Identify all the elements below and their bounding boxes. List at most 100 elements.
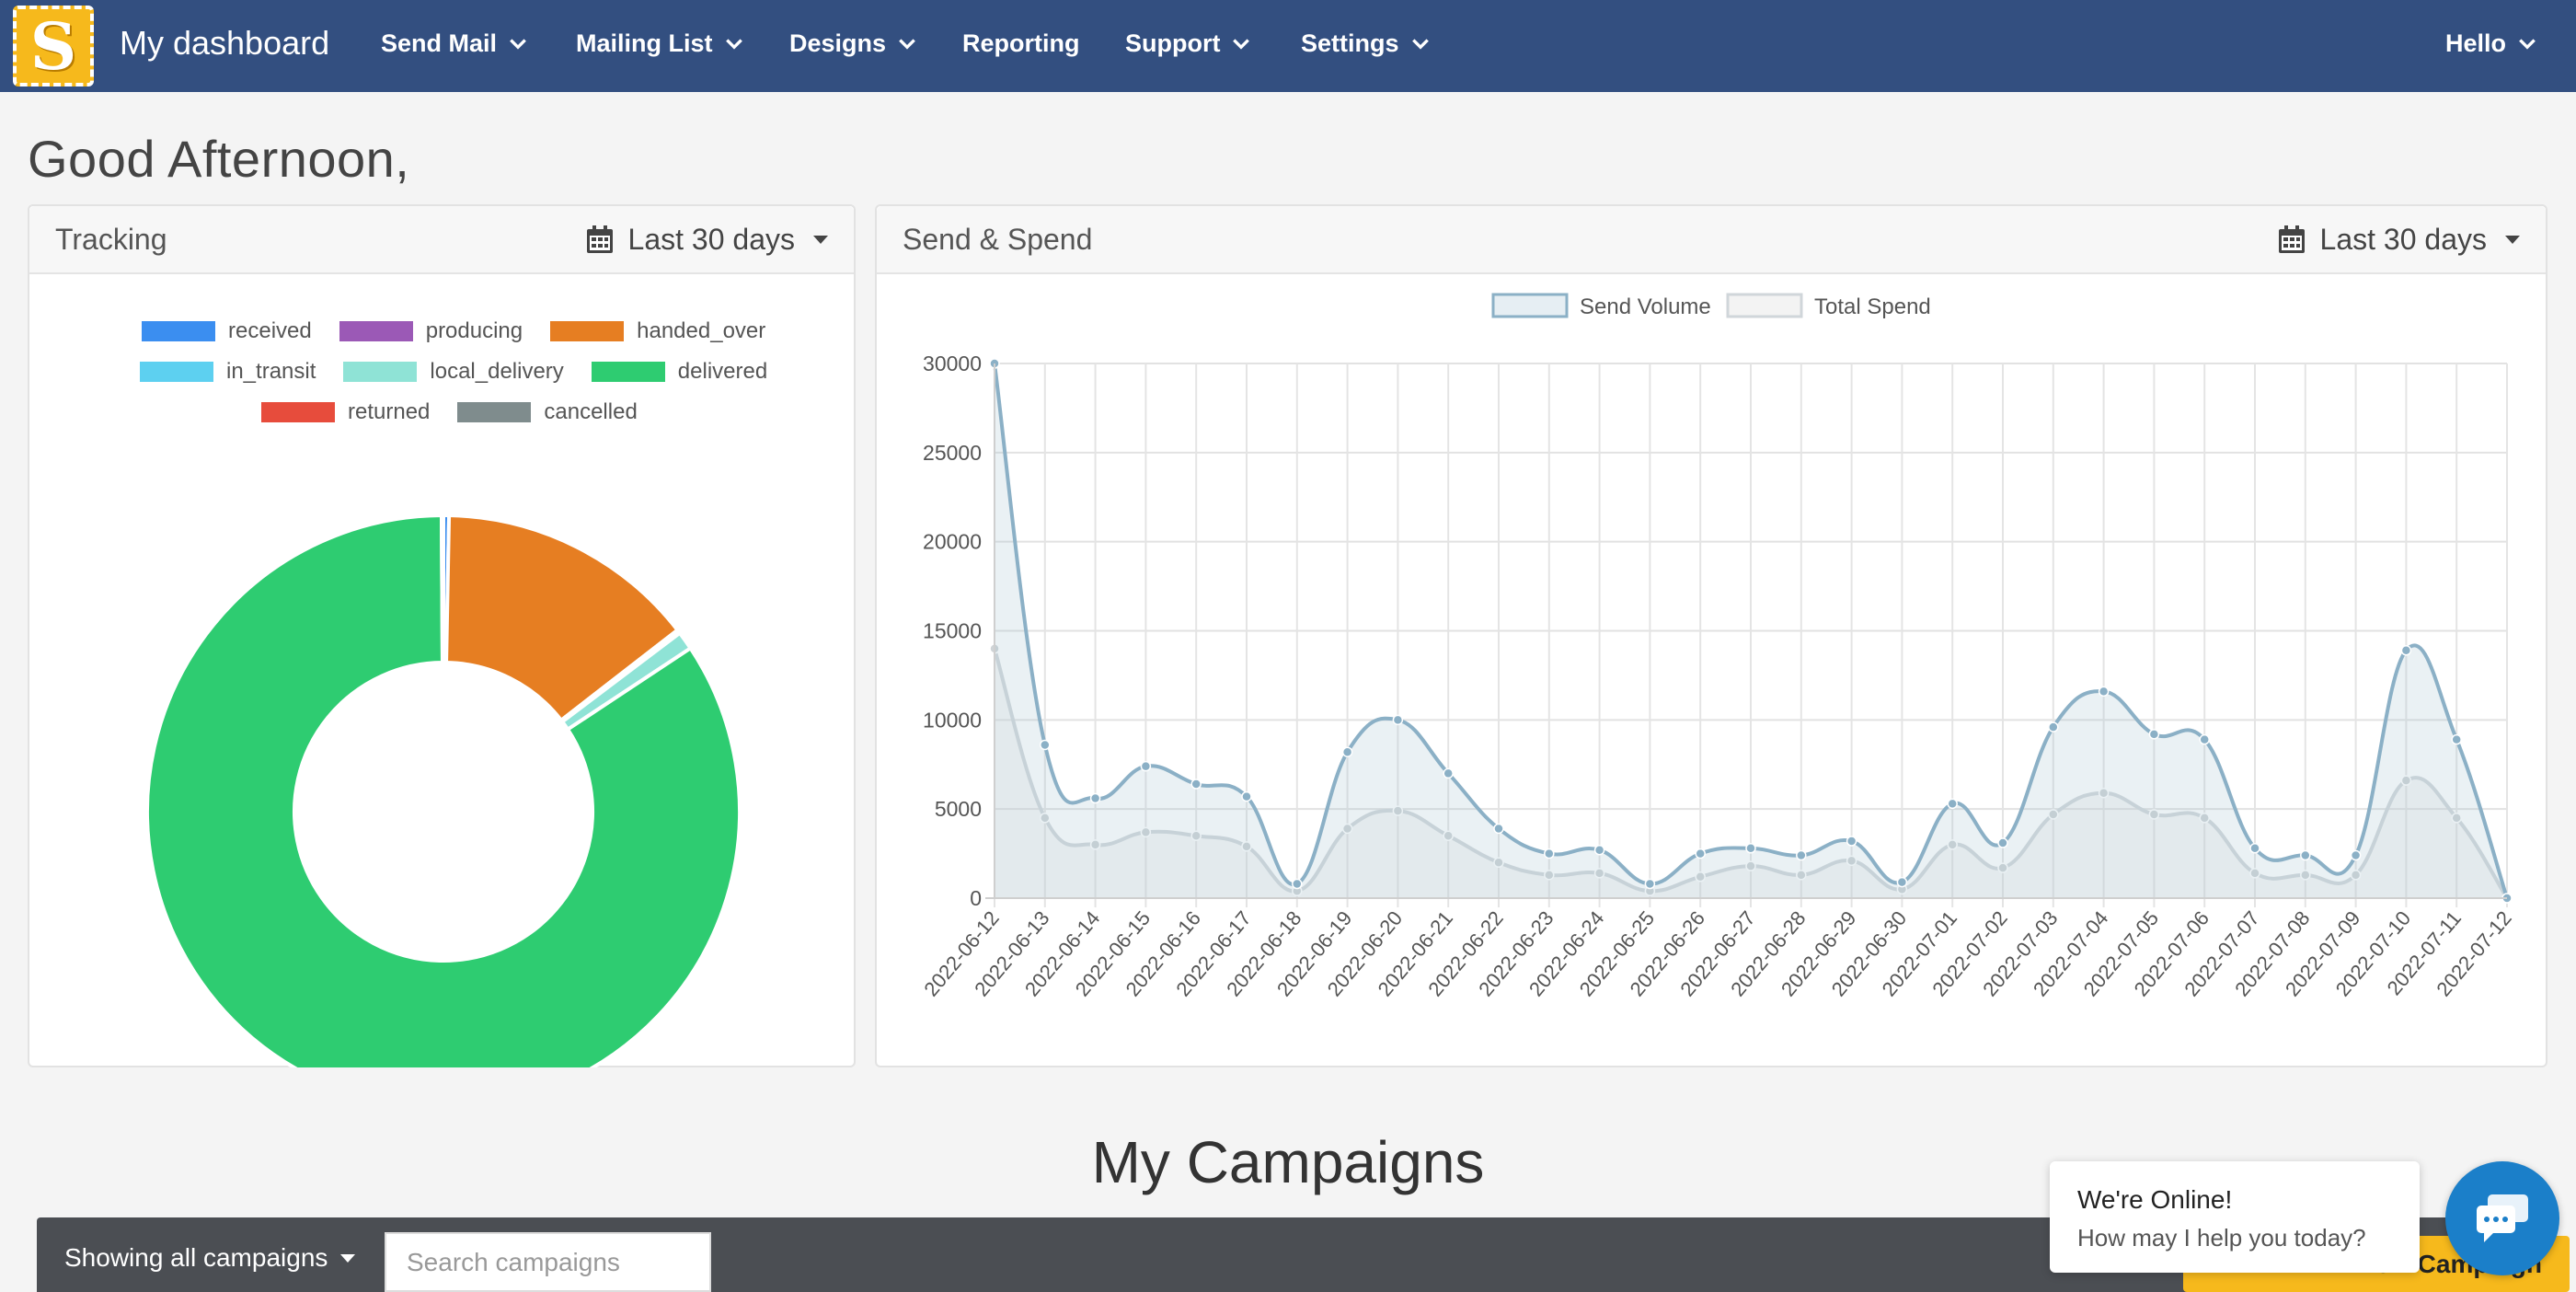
data-point[interactable]: [2451, 813, 2462, 824]
data-point[interactable]: [1846, 836, 1857, 847]
legend-label: received: [228, 318, 312, 343]
data-point[interactable]: [2451, 733, 2462, 745]
nav-user-menu[interactable]: Hello: [2445, 29, 2537, 58]
data-point[interactable]: [1140, 826, 1152, 838]
data-point[interactable]: [1241, 841, 1252, 852]
donut-slice-cancelled[interactable]: [439, 513, 445, 665]
legend-label: in_transit: [226, 359, 316, 384]
data-point[interactable]: [2300, 849, 2311, 861]
data-point[interactable]: [1140, 760, 1152, 772]
send-spend-range-label: Last 30 days: [2319, 222, 2487, 256]
legend-item-total-spend[interactable]: Total Spend: [1726, 293, 1931, 319]
data-point[interactable]: [1695, 871, 1706, 882]
legend-item-send-volume[interactable]: Send Volume: [1491, 293, 1711, 319]
donut-slice-delivered[interactable]: [145, 513, 742, 1067]
data-point[interactable]: [1443, 767, 1454, 779]
data-point[interactable]: [1997, 862, 2008, 873]
data-point[interactable]: [2199, 733, 2210, 745]
nav-reporting[interactable]: Reporting: [962, 29, 1080, 58]
nav-mailing-list[interactable]: Mailing List: [576, 29, 744, 58]
data-point[interactable]: [1644, 878, 1656, 890]
chat-launcher-button[interactable]: [2445, 1161, 2559, 1275]
data-point[interactable]: [1292, 878, 1303, 890]
legend-item-cancelled[interactable]: cancelled: [457, 399, 638, 425]
data-point[interactable]: [2048, 721, 2059, 733]
legend-item-delivered[interactable]: delivered: [591, 359, 767, 385]
data-point[interactable]: [1745, 860, 1756, 871]
data-point[interactable]: [1493, 823, 1504, 835]
y-tick-label: 25000: [923, 441, 982, 465]
data-point[interactable]: [1593, 868, 1605, 879]
data-point[interactable]: [2148, 729, 2160, 740]
data-point[interactable]: [1190, 779, 1202, 790]
legend-item-handed_over[interactable]: handed_over: [550, 318, 765, 344]
legend-swatch: [1491, 293, 1569, 318]
chat-bubble-icon: [2477, 1194, 2528, 1242]
y-tick-label: 20000: [923, 530, 982, 554]
nav-designs[interactable]: Designs: [789, 29, 917, 58]
data-point[interactable]: [1695, 848, 1706, 859]
legend-item-returned[interactable]: returned: [261, 399, 430, 425]
data-point[interactable]: [1846, 855, 1857, 867]
legend-item-producing[interactable]: producing: [339, 318, 523, 344]
send-spend-range-selector[interactable]: Last 30 days: [2278, 223, 2520, 257]
data-point[interactable]: [2400, 775, 2412, 786]
legend-item-received[interactable]: received: [142, 318, 312, 344]
data-point[interactable]: [2350, 849, 2362, 861]
data-point[interactable]: [1040, 813, 1051, 824]
data-point[interactable]: [2300, 870, 2311, 881]
data-point[interactable]: [2148, 809, 2160, 820]
data-point[interactable]: [1089, 792, 1101, 804]
data-point[interactable]: [1443, 830, 1454, 841]
chevron-down-icon: [899, 38, 915, 50]
brand-title[interactable]: My dashboard: [120, 24, 330, 62]
data-point[interactable]: [1997, 837, 2008, 848]
calendar-icon: [2278, 225, 2305, 253]
data-point[interactable]: [1896, 876, 1908, 888]
nav-support[interactable]: Support: [1125, 29, 1251, 58]
data-point[interactable]: [1947, 798, 1958, 810]
data-point[interactable]: [1190, 830, 1202, 841]
data-point[interactable]: [1341, 823, 1353, 835]
data-point[interactable]: [1241, 790, 1252, 802]
tracking-range-label: Last 30 days: [627, 222, 795, 256]
chat-popup[interactable]: We're Online! How may I help you today?: [2050, 1161, 2420, 1273]
data-point[interactable]: [1493, 857, 1504, 869]
calendar-icon: [586, 225, 613, 253]
data-point[interactable]: [1089, 839, 1101, 850]
data-point[interactable]: [1593, 844, 1605, 856]
campaign-filter-dropdown[interactable]: Showing all campaigns: [64, 1243, 356, 1273]
data-point[interactable]: [1796, 849, 1807, 861]
legend-item-in_transit[interactable]: in_transit: [140, 359, 316, 385]
data-point[interactable]: [2098, 787, 2110, 799]
data-point[interactable]: [2350, 870, 2362, 881]
data-point[interactable]: [1544, 848, 1555, 859]
y-tick-label: 15000: [923, 619, 982, 643]
data-point[interactable]: [2400, 645, 2412, 656]
nav-settings[interactable]: Settings: [1301, 29, 1431, 58]
chat-online-text: We're Online!: [2077, 1185, 2233, 1214]
series-send-volume: [989, 358, 2513, 904]
nav-send-mail[interactable]: Send Mail: [381, 29, 528, 58]
data-point[interactable]: [2098, 686, 2110, 698]
data-point[interactable]: [1040, 739, 1051, 751]
tracking-range-selector[interactable]: Last 30 days: [586, 223, 828, 257]
legend-item-local_delivery[interactable]: local_delivery: [343, 359, 564, 385]
logo[interactable]: S: [13, 6, 94, 87]
data-point[interactable]: [2199, 813, 2210, 824]
data-point[interactable]: [1947, 839, 1958, 850]
campaign-search-input[interactable]: [385, 1232, 711, 1292]
data-point[interactable]: [2249, 868, 2260, 879]
data-point[interactable]: [1796, 870, 1807, 881]
legend-label: Total Spend: [1814, 294, 1931, 319]
data-point[interactable]: [2249, 843, 2260, 854]
tracking-panel-header: Tracking Last 30 days: [29, 206, 854, 274]
donut-slice-handed_over[interactable]: [444, 513, 681, 723]
data-point[interactable]: [1341, 746, 1353, 757]
data-point[interactable]: [1392, 714, 1404, 726]
data-point[interactable]: [1544, 870, 1555, 881]
data-point[interactable]: [1392, 805, 1404, 816]
data-point[interactable]: [1745, 843, 1756, 854]
data-point[interactable]: [2048, 809, 2059, 820]
chevron-down-icon: [510, 38, 526, 50]
